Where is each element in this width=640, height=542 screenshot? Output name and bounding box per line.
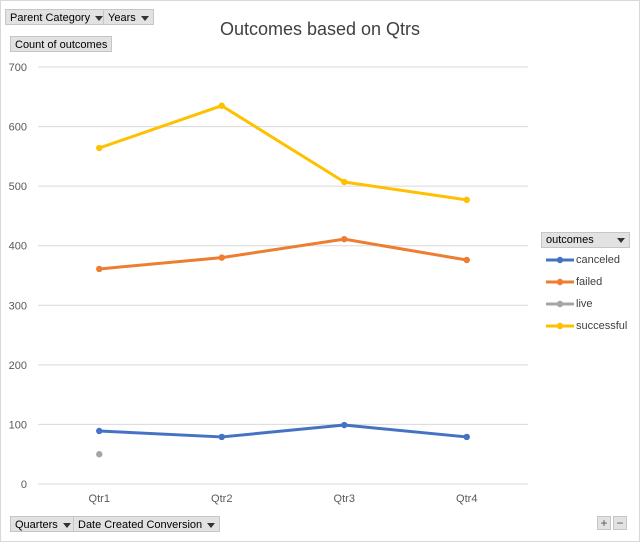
data-point-canceled: [218, 433, 225, 441]
expand-button[interactable]: +: [597, 516, 611, 530]
collapse-button[interactable]: −: [613, 516, 627, 530]
data-point-successful: [463, 196, 470, 204]
legend-filter-button[interactable]: outcomes: [541, 232, 630, 248]
date-created-conversion-label: Date Created Conversion: [78, 519, 203, 531]
y-tick-label: 300: [9, 300, 27, 312]
series-line-failed: [97, 237, 469, 271]
y-tick-label: 500: [9, 181, 27, 193]
quarters-label: Quarters: [15, 519, 58, 531]
chart-title: Outcomes based on Qtrs: [219, 19, 421, 39]
x-tick-label: Qtr2: [211, 493, 232, 505]
dropdown-arrow-icon: [140, 15, 149, 21]
y-tick-label: 200: [9, 360, 27, 372]
data-point-failed: [218, 254, 225, 261]
data-point-canceled: [341, 421, 348, 429]
legend-marker-icon: [546, 256, 574, 264]
data-point-successful: [96, 144, 103, 152]
data-point-canceled: [96, 427, 103, 435]
values-field-button[interactable]: Count of outcomes: [10, 36, 113, 52]
quarters-filter-button[interactable]: Quarters: [10, 516, 76, 532]
values-field-label: Count of outcomes: [15, 39, 108, 51]
parent-category-label: Parent Category: [10, 12, 91, 24]
dropdown-arrow-icon: [207, 522, 216, 528]
dropdown-arrow-icon: [95, 15, 104, 21]
y-tick-label: 0: [21, 479, 27, 491]
legend-marker-icon: [546, 322, 574, 330]
years-label: Years: [108, 12, 136, 24]
dropdown-arrow-icon: [62, 522, 71, 528]
years-filter-button[interactable]: Years: [103, 9, 154, 25]
series-line-successful: [97, 104, 469, 202]
y-tick-label: 700: [9, 62, 27, 74]
data-point-successful: [218, 102, 225, 109]
legend-title: outcomes: [546, 234, 594, 246]
data-point-failed: [463, 256, 470, 264]
series-line-canceled: [97, 423, 469, 439]
x-tick-label: Qtr4: [456, 493, 477, 505]
data-point-failed: [341, 235, 348, 243]
date-created-conversion-filter-button[interactable]: Date Created Conversion: [73, 516, 221, 532]
legend-label: failed: [576, 276, 603, 288]
dropdown-arrow-icon: [617, 238, 625, 243]
x-tick-label: Qtr3: [334, 493, 355, 505]
legend-label: canceled: [576, 254, 621, 266]
data-point-successful: [341, 178, 348, 186]
x-tick-label: Qtr1: [89, 493, 110, 505]
data-point-canceled: [463, 433, 470, 441]
legend-label: successful: [576, 320, 628, 332]
y-tick-label: 600: [9, 122, 27, 134]
y-tick-label: 400: [9, 241, 27, 253]
data-point-failed: [96, 265, 103, 273]
data-point-live: [96, 451, 103, 458]
legend-marker-icon: [546, 300, 574, 308]
legend-label: live: [576, 298, 593, 310]
legend-marker-icon: [546, 278, 574, 286]
y-tick-label: 100: [9, 419, 27, 431]
parent-category-filter-button[interactable]: Parent Category: [5, 9, 109, 25]
